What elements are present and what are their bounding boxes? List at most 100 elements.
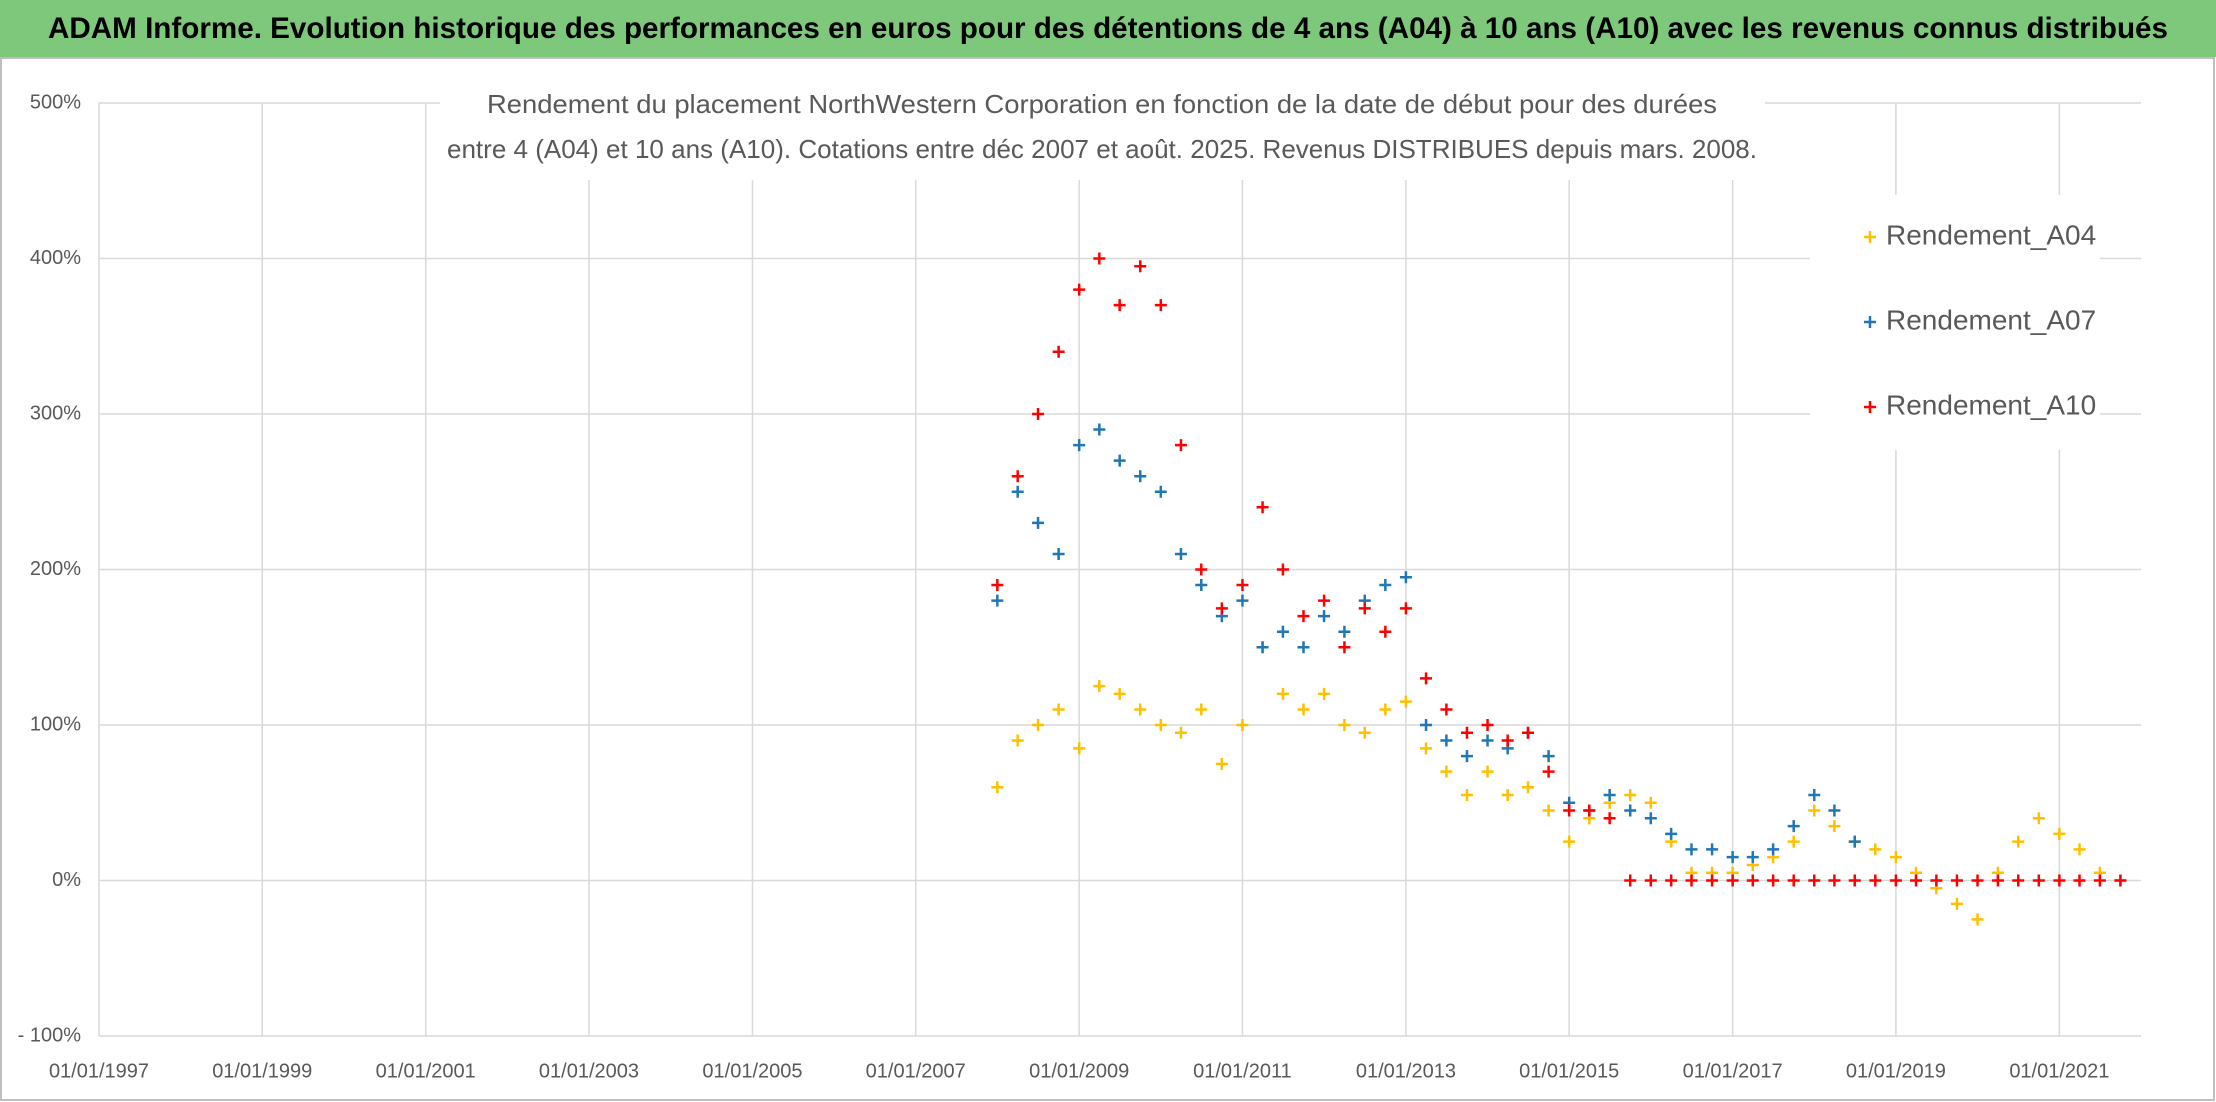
y-tick-label: 400% [30, 247, 81, 269]
point [1726, 874, 1739, 887]
y-tick-label: 100% [30, 713, 81, 735]
point [2032, 874, 2045, 887]
point [2073, 843, 2086, 856]
point [1215, 757, 1228, 770]
point [1624, 788, 1637, 801]
header-bar [0, 0, 2216, 57]
point [1379, 703, 1392, 716]
point [991, 579, 1004, 592]
point [1011, 470, 1024, 483]
point [1154, 299, 1167, 312]
point [1624, 804, 1637, 817]
point [1420, 742, 1433, 755]
point [1113, 454, 1126, 467]
point [2012, 835, 2025, 848]
point [1726, 851, 1739, 864]
point [1073, 742, 1086, 755]
point [1154, 719, 1167, 731]
x-tick-label: 01/01/1997 [49, 1060, 149, 1082]
point [1542, 765, 1555, 778]
x-tick-label: 01/01/2011 [1193, 1060, 1292, 1082]
point [1440, 765, 1453, 778]
point [1276, 625, 1289, 638]
point [1522, 781, 1535, 794]
point [1011, 734, 1024, 747]
point [1603, 788, 1616, 801]
point [1767, 874, 1780, 887]
point [1787, 835, 1800, 848]
point [1093, 680, 1106, 693]
point [991, 594, 1004, 607]
point [2114, 874, 2127, 887]
point [1236, 594, 1249, 607]
point [1665, 874, 1678, 887]
point [1399, 695, 1412, 708]
point [1174, 726, 1187, 739]
point [1297, 703, 1310, 716]
point [1787, 820, 1800, 833]
point [1665, 827, 1678, 840]
point [1338, 625, 1351, 638]
point [1808, 804, 1821, 817]
point [1358, 726, 1371, 739]
point [1093, 252, 1106, 265]
point [1338, 719, 1351, 731]
point [1073, 439, 1086, 452]
point [1073, 283, 1086, 296]
point [1399, 602, 1412, 615]
marks [991, 252, 2127, 926]
point [1603, 812, 1616, 825]
point [1460, 750, 1473, 763]
point [1624, 874, 1637, 887]
point [1563, 804, 1576, 817]
point [1746, 874, 1759, 887]
legend-marker [1864, 316, 1876, 328]
point [1828, 804, 1841, 817]
point [1542, 750, 1555, 763]
point [1460, 788, 1473, 801]
point [1113, 299, 1126, 312]
x-tick-label: 01/01/2009 [1029, 1060, 1129, 1082]
point [1685, 874, 1698, 887]
point [1889, 874, 1902, 887]
point [1767, 843, 1780, 856]
point [1440, 734, 1453, 747]
point [1052, 345, 1065, 358]
point [1032, 408, 1045, 420]
point [1420, 672, 1433, 685]
point [1134, 260, 1147, 273]
subtitle-bg [440, 88, 1765, 180]
point [1522, 726, 1535, 739]
y-tick-label: 300% [30, 402, 81, 424]
point [1889, 851, 1902, 864]
legend-label: Rendement_A04 [1886, 219, 2096, 250]
point [1379, 579, 1392, 592]
point [1318, 610, 1331, 623]
legend: Rendement_A04 Rendement_A07 Rendement_A10 [1864, 219, 2096, 420]
point [1644, 874, 1657, 887]
legend-marker [1864, 401, 1876, 413]
point [1828, 874, 1841, 887]
point [1501, 788, 1514, 801]
header-title: ADAM Informe. Evolution historique des p… [48, 12, 2168, 45]
point [2093, 874, 2106, 887]
point [1869, 843, 1882, 856]
point [1869, 874, 1882, 887]
x-tick-label: 01/01/2003 [539, 1060, 639, 1082]
point [1379, 625, 1392, 638]
point [1542, 804, 1555, 817]
point [1195, 579, 1208, 592]
point [1971, 913, 1984, 926]
point [1848, 874, 1861, 887]
point [1420, 719, 1433, 731]
point [1174, 439, 1187, 452]
point [1971, 874, 1984, 887]
point [1215, 602, 1228, 615]
point [1460, 726, 1473, 739]
point [1706, 843, 1719, 856]
point [1154, 485, 1167, 498]
point [1134, 470, 1147, 483]
point [1032, 719, 1045, 731]
